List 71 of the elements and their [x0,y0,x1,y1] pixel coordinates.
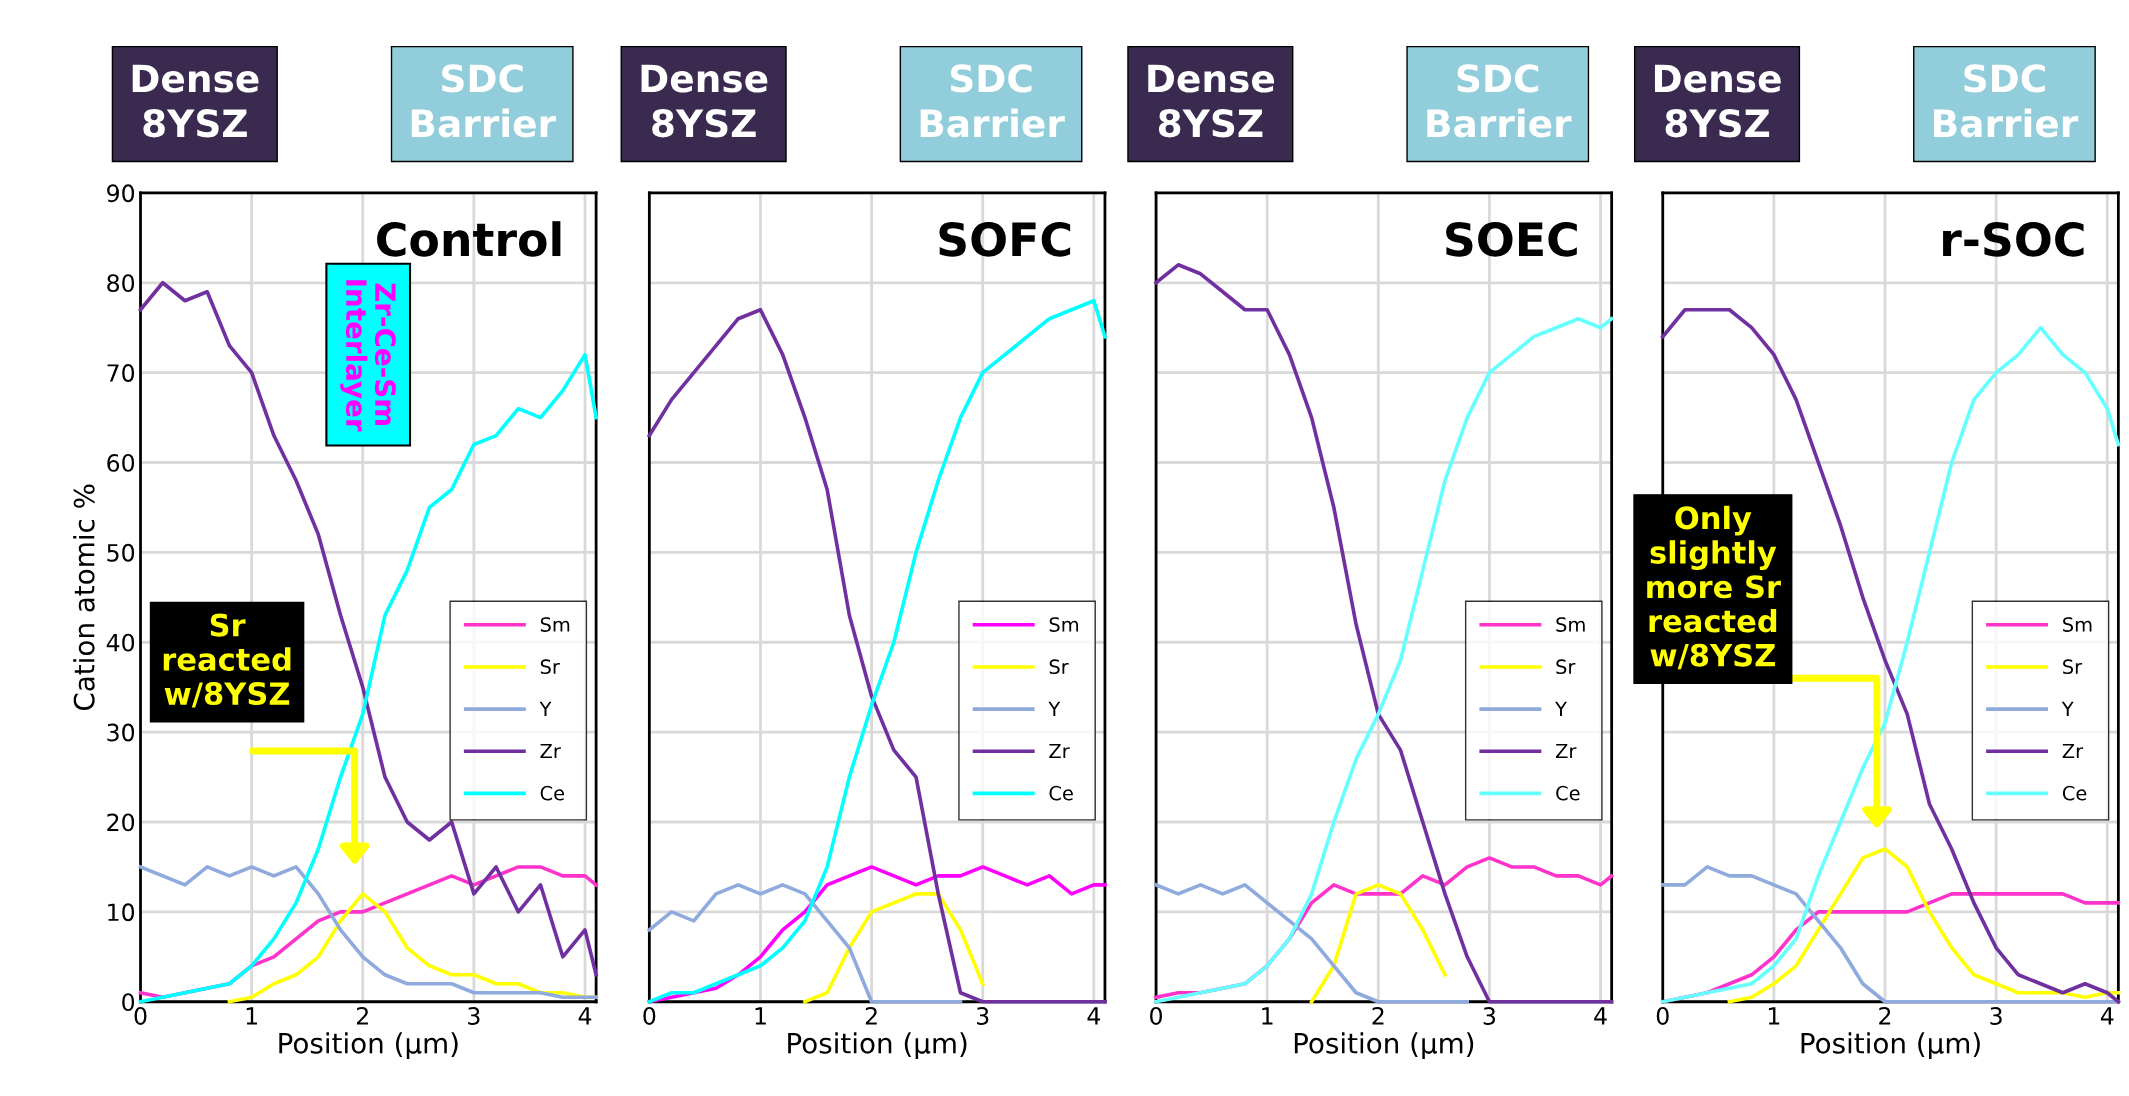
legend-label: Sr [2063,659,2083,675]
x-tick-label: 0 [643,1007,656,1025]
text: Dense 8YSZ [1148,64,1275,138]
x-axis-title: Position (µm) [1294,1032,1474,1060]
text: SOEC [1446,222,1577,257]
legend-label: Sm [1556,617,1585,632]
x-tick-label: 1 [1768,1007,1780,1025]
legend-label: Ce [1556,785,1580,801]
y-tick-label: 80 [107,274,135,293]
y-tick-label: 30 [107,723,135,742]
x-tick-label: 0 [1150,1007,1162,1025]
text: SDC Barrier [411,64,556,138]
x-tick-label: 0 [134,1007,147,1025]
x-tick-label: 4 [1594,1007,1607,1025]
x-tick-label: 3 [977,1007,989,1025]
x-axis-title: Position (µm) [1801,1032,1980,1060]
legend-label: Zr [1049,743,1070,759]
x-tick-label: 4 [1087,1007,1101,1025]
legend-label: Zr [540,743,561,759]
legend-label: Ce [540,785,565,801]
annotation: Only slightly more Sr reacted w/8YSZ [1647,505,1781,670]
x-tick-label: 0 [1656,1007,1669,1025]
x-tick-label: 4 [2100,1007,2114,1025]
legend-label: Sr [1556,659,1576,675]
y-tick-label: 10 [108,903,135,922]
x-tick-label: 2 [1372,1007,1384,1025]
x-axis-title: Position (µm) [788,1032,967,1060]
line-series [138,865,598,1000]
legend-label: Zr [1555,743,1577,759]
legend-label: Y [2061,701,2074,716]
x-tick-label: 1 [246,1007,257,1025]
text: SDC Barrier [1427,64,1572,138]
x-tick-label: 3 [468,1007,480,1025]
text: Control [377,221,561,257]
y-tick-label: 0 [122,993,135,1012]
legend-label: Y [539,701,552,716]
x-tick-label: 2 [356,1007,368,1025]
x-axis-title: Position (µm) [279,1032,458,1060]
legend-label: Sm [540,617,570,632]
legend-label: Zr [2062,743,2084,759]
y-tick-label: 70 [107,364,135,382]
x-tick-label: 1 [1262,1007,1273,1025]
y-tick-label: 60 [107,453,135,472]
x-tick-label: 2 [865,1007,877,1025]
y-axis-title: Cation atomic % [73,484,95,711]
text: SOFC [939,222,1071,257]
y-tick-label: 40 [106,633,135,652]
text: Dense 8YSZ [132,64,259,138]
y-tick-label: 20 [107,813,135,832]
text: Dense 8YSZ [1654,64,1781,138]
annotation: Sr reacted w/8YSZ [163,613,291,708]
x-tick-label: 2 [1879,1007,1891,1025]
x-tick-label: 4 [578,1007,592,1025]
y-tick-label: 90 [107,184,135,203]
legend-label: Y [1048,701,1061,716]
legend-label: Sm [1049,617,1079,632]
text: SDC Barrier [920,64,1065,138]
legend-label: Ce [2062,785,2087,801]
x-tick-label: 3 [1483,1007,1496,1025]
legend-label: Sr [1049,659,1069,675]
x-tick-label: 3 [1990,1007,2002,1025]
text: SDC Barrier [1934,64,2079,138]
legend-label: Y [1555,701,1568,716]
legend-label: Sr [540,659,560,675]
text: Dense 8YSZ [641,64,768,138]
y-tick-label: 50 [107,543,135,562]
legend-label: Sm [2063,617,2092,632]
x-tick-label: 1 [755,1007,766,1025]
legend-label: Ce [1049,785,1073,801]
annotation: Zr-Ce-Sm Interlayer [340,280,396,432]
text: r-SOC [1943,222,2084,257]
